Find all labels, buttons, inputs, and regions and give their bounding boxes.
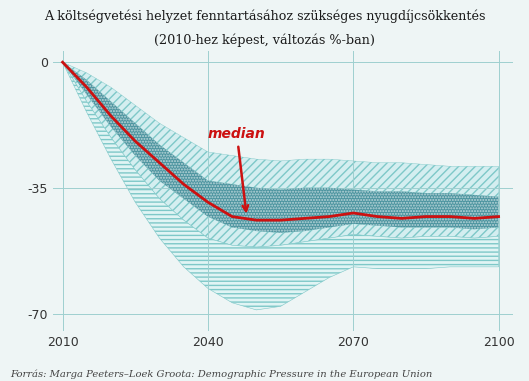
Text: A költségvetési helyzet fenntartásához szükséges nyugdíjcsökkentés: A költségvetési helyzet fenntartásához s…	[44, 10, 485, 23]
Text: median: median	[208, 127, 266, 211]
Text: Forrás: Marga Peeters–Loek Groota: Demographic Pressure in the European Union: Forrás: Marga Peeters–Loek Groota: Demog…	[11, 370, 433, 379]
Text: (2010-hez képest, változás %-ban): (2010-hez képest, változás %-ban)	[154, 34, 375, 47]
